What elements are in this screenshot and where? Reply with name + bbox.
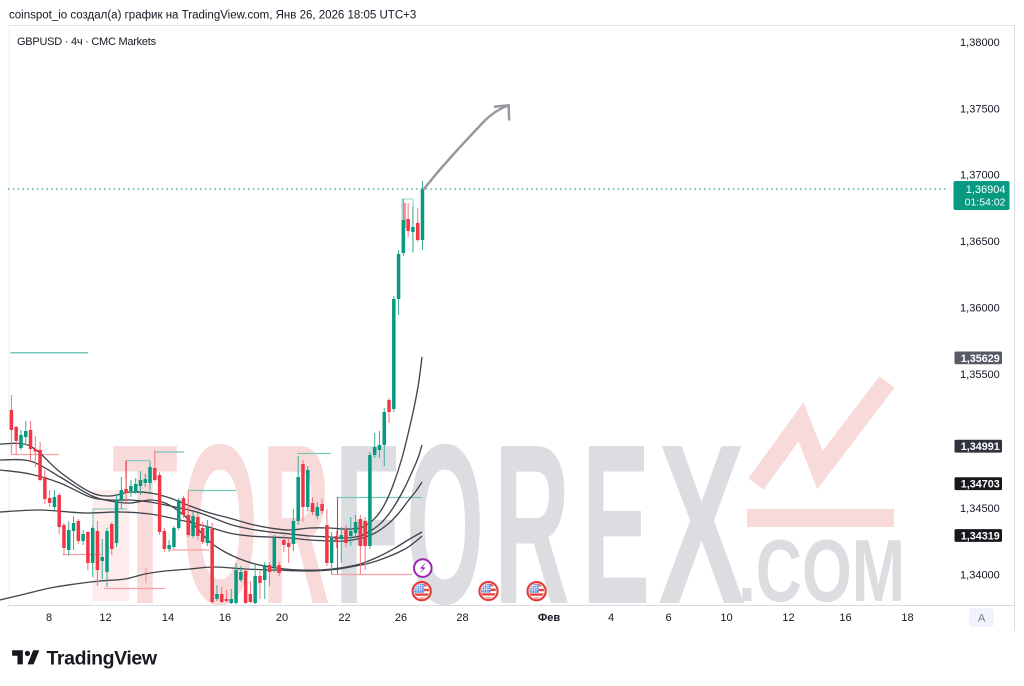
svg-text:14: 14 [162, 612, 174, 624]
svg-text:O: O [406, 398, 484, 652]
svg-text:12: 12 [782, 612, 794, 624]
svg-text:18: 18 [901, 612, 913, 624]
svg-text:16: 16 [839, 612, 851, 624]
svg-text:12: 12 [99, 612, 111, 624]
svg-text:1,36000: 1,36000 [960, 303, 1000, 315]
svg-text:T: T [112, 398, 178, 652]
svg-text:E: E [582, 398, 650, 652]
svg-text:1,35629: 1,35629 [961, 353, 1000, 365]
svg-text:1,36904: 1,36904 [966, 184, 1006, 196]
svg-text:1,34319: 1,34319 [961, 530, 1000, 542]
svg-text:26: 26 [395, 612, 407, 624]
svg-text:1,34000: 1,34000 [960, 570, 1000, 582]
svg-text:1,35500: 1,35500 [960, 369, 1000, 381]
svg-text:A: A [978, 613, 986, 625]
svg-text:1,34500: 1,34500 [960, 503, 1000, 515]
svg-text:1,34703: 1,34703 [961, 479, 1000, 491]
svg-text:20: 20 [276, 612, 288, 624]
svg-text:4: 4 [608, 612, 614, 624]
svg-text:X: X [658, 398, 745, 652]
svg-text:1,34991: 1,34991 [961, 441, 1000, 453]
svg-text:R: R [262, 398, 330, 652]
svg-text:1,37500: 1,37500 [960, 104, 1000, 116]
svg-text:1,37000: 1,37000 [960, 170, 1000, 182]
svg-text:coinspot_io создал(а) график н: coinspot_io создал(а) график на TradingV… [9, 10, 416, 22]
svg-text:GBPUSD · 4ч · CMC Markets: GBPUSD · 4ч · CMC Markets [17, 36, 157, 48]
svg-text:.COM: .COM [738, 521, 905, 620]
svg-text:1,38000: 1,38000 [960, 37, 1000, 49]
svg-text:22: 22 [338, 612, 350, 624]
svg-text:16: 16 [219, 612, 231, 624]
svg-text:10: 10 [720, 612, 732, 624]
svg-text:28: 28 [456, 612, 468, 624]
svg-text:8: 8 [46, 612, 52, 624]
svg-text:TradingView: TradingView [47, 648, 158, 670]
svg-text:Фев: Фев [538, 612, 561, 624]
svg-text:6: 6 [665, 612, 671, 624]
svg-text:01:54:02: 01:54:02 [965, 197, 1006, 209]
svg-text:1,36500: 1,36500 [960, 236, 1000, 248]
svg-text:R: R [494, 398, 570, 652]
